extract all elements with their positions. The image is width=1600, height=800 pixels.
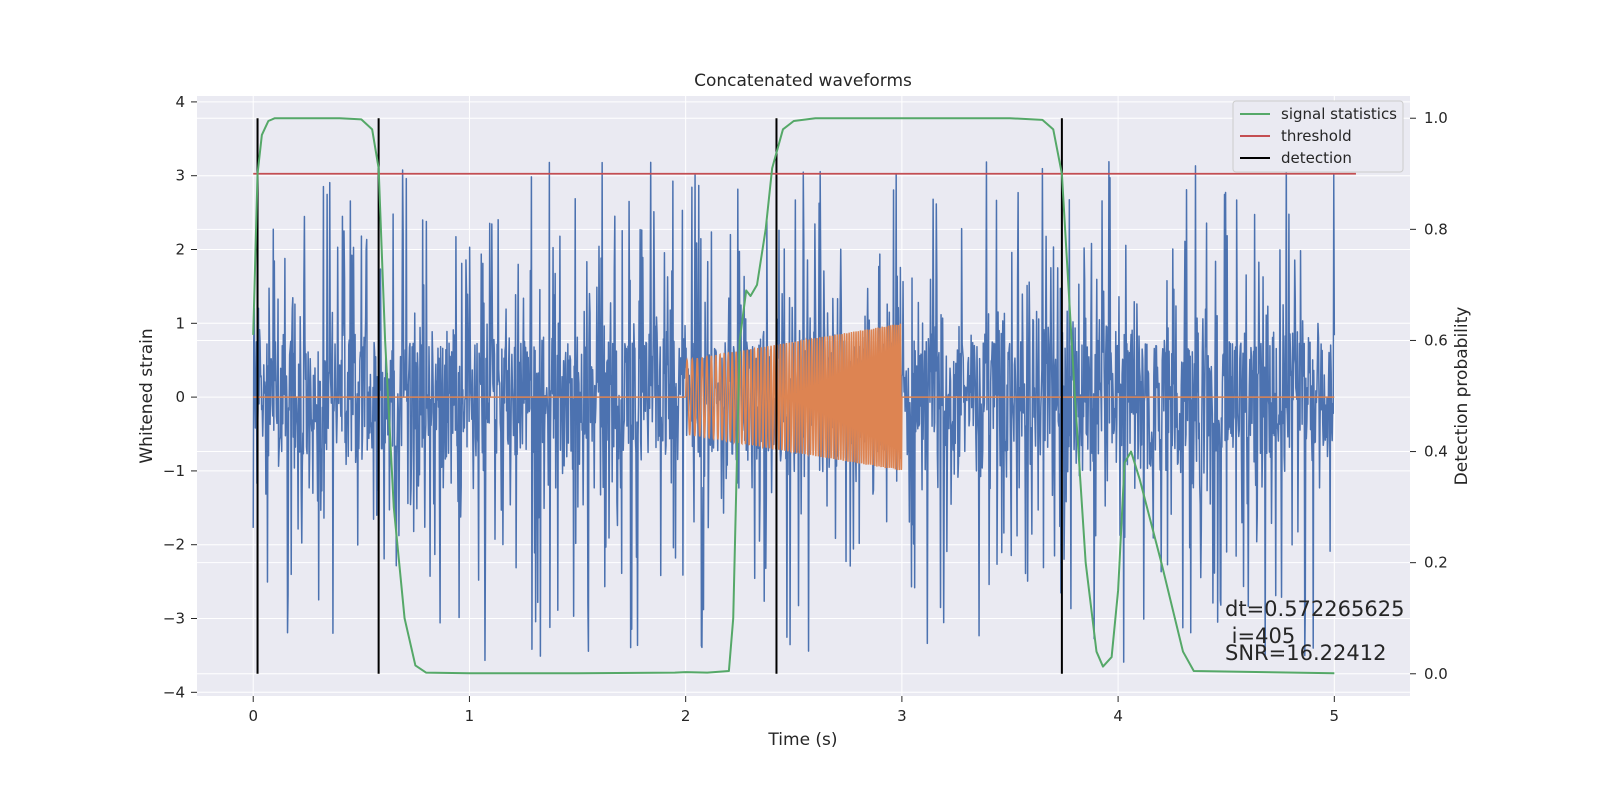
y-tick-label: 4 — [175, 93, 185, 111]
y-right-tick-label: 0.2 — [1424, 554, 1448, 572]
annotation-index: i=405 — [1225, 624, 1295, 648]
x-axis-label: Time (s) — [767, 730, 837, 750]
y-tick-label: −1 — [163, 462, 185, 480]
y-right-tick-label: 0.8 — [1424, 220, 1448, 238]
injected-waveform-series — [253, 323, 1335, 471]
y-axis-label: Whitened strain — [137, 328, 157, 463]
injected-waveform-trace — [253, 323, 1335, 471]
y-tick-label: −2 — [163, 536, 185, 554]
y-right-tick-label: 1.0 — [1424, 109, 1448, 127]
x-tick-label: 0 — [248, 707, 258, 725]
legend-label-detection: detection — [1281, 149, 1352, 167]
x-tick-label: 1 — [465, 707, 475, 725]
y-right-tick-label: 0.6 — [1424, 331, 1448, 349]
y-tick-label: 0 — [175, 388, 185, 406]
legend-box — [1232, 100, 1404, 173]
y-axis-right-label: Detection probability — [1452, 307, 1472, 486]
x-tick-label: 4 — [1113, 707, 1123, 725]
y-right-tick-label: 0.4 — [1424, 443, 1448, 461]
legend: signal statistics threshold detection — [1232, 100, 1404, 173]
annotation-dt: dt=0.572265625 — [1225, 597, 1404, 621]
y-tick-label: 2 — [175, 241, 185, 259]
signal-statistics-line — [252, 117, 1335, 675]
y-right-tick-label: 0.0 — [1424, 665, 1448, 683]
x-tick-label: 3 — [897, 707, 907, 725]
x-tick-label: 5 — [1330, 707, 1340, 725]
annotation-snr: SNR=16.22412 — [1225, 641, 1386, 665]
y-tick-label: 1 — [175, 314, 185, 332]
axis-ticks: 0 1 2 3 4 5 4 3 2 1 0 −1 −2 −3 −4 1.0 0.8 0.6 0.4 0.2 0.0 — [163, 93, 1448, 725]
legend-label-signal-statistics: signal statistics — [1281, 105, 1397, 123]
y-tick-label: 3 — [175, 167, 185, 185]
chart-title: Concatenated waveforms — [694, 71, 912, 91]
y-tick-label: −4 — [163, 683, 185, 701]
legend-label-threshold: threshold — [1281, 127, 1352, 145]
y-tick-label: −3 — [163, 610, 185, 628]
signal-statistics-trace — [252, 117, 1335, 675]
x-tick-label: 2 — [681, 707, 691, 725]
